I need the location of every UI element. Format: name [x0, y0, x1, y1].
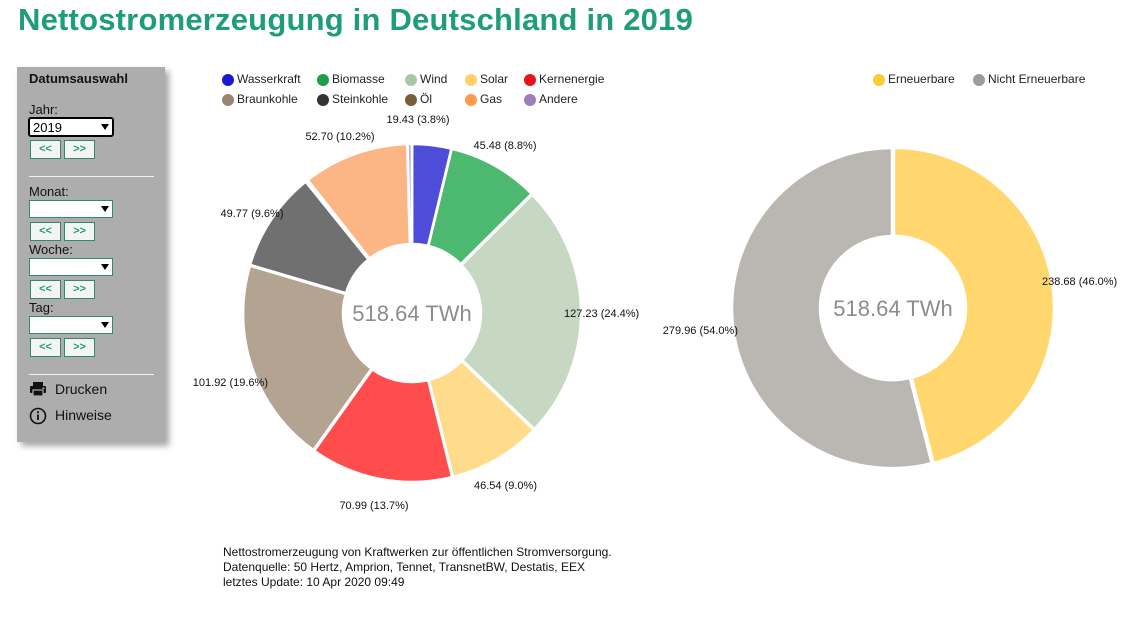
- footnote-line-description: Nettostromerzeugung von Kraftwerken zur …: [223, 545, 612, 559]
- data-label-nicht-erneuerbare: 279.96 (54.0%): [663, 325, 738, 337]
- day-select[interactable]: [29, 316, 113, 334]
- year-select-value: 2019: [33, 120, 62, 135]
- printer-icon: [30, 382, 46, 397]
- legend-swatch: [317, 94, 329, 106]
- legend-label: Nicht Erneuerbare: [988, 72, 1086, 86]
- chevron-down-icon: [101, 206, 109, 212]
- legend-swatch: [465, 74, 477, 86]
- legend-swatch: [973, 74, 985, 86]
- info-action[interactable]: Hinweise: [29, 407, 112, 425]
- week-prev-button[interactable]: <<: [30, 280, 61, 299]
- month-select[interactable]: [29, 200, 113, 218]
- data-label-kernenergie: 70.99 (13.7%): [339, 500, 408, 512]
- week-next-button[interactable]: >>: [64, 280, 95, 299]
- legend-swatch: [222, 94, 234, 106]
- legend-label: Gas: [480, 92, 503, 106]
- month-label: Monat:: [29, 184, 69, 199]
- slice-andere[interactable]: [406, 142, 414, 246]
- month-prev-button[interactable]: <<: [30, 222, 61, 241]
- slice-braunkohle[interactable]: [241, 264, 373, 452]
- legend-label: Wasserkraft: [237, 72, 301, 86]
- legend-label: Erneuerbare: [888, 72, 955, 86]
- chart-legend-energy-sources: Wasserkraft Biomasse Wind Solar Kernenergie B…: [222, 72, 642, 112]
- month-next-button[interactable]: >>: [64, 222, 95, 241]
- footnote-line-update: letztes Update: 10 Apr 2020 09:49: [223, 575, 405, 589]
- info-label: Hinweise: [55, 407, 112, 423]
- week-label: Woche:: [29, 242, 73, 257]
- year-next-button[interactable]: >>: [64, 140, 95, 159]
- legend-label: Wind: [420, 72, 448, 86]
- legend-swatch: [405, 74, 417, 86]
- legend-swatch: [317, 74, 329, 86]
- year-label: Jahr:: [29, 102, 58, 117]
- center-total-label: 518.64 TWh: [352, 301, 471, 326]
- data-label-erneuerbare: 238.68 (46.0%): [1042, 276, 1117, 288]
- year-select[interactable]: 2019: [28, 117, 114, 137]
- legend-swatch: [405, 94, 417, 106]
- legend-swatch: [524, 74, 536, 86]
- day-next-button[interactable]: >>: [64, 338, 95, 357]
- footnote-line-source: Datenquelle: 50 Hertz, Amprion, Tennet, …: [223, 560, 585, 574]
- slice-erneuerbare[interactable]: [892, 146, 1056, 465]
- center-total-label: 518.64 TWh: [833, 296, 952, 321]
- print-action[interactable]: Drucken: [29, 381, 107, 399]
- legend-label: Braunkohle: [237, 92, 298, 106]
- legend-swatch: [222, 74, 234, 86]
- legend-label: Steinkohle: [332, 92, 389, 106]
- legend-label: Öl: [420, 92, 432, 106]
- data-label-solar: 46.54 (9.0%): [474, 480, 537, 492]
- slice-kernenergie[interactable]: [312, 368, 454, 484]
- legend-label: Biomasse: [332, 72, 385, 86]
- year-prev-button[interactable]: <<: [30, 140, 61, 159]
- data-label-gas: 52.70 (10.2%): [305, 131, 374, 143]
- slice-nicht-erneuerbare[interactable]: [730, 146, 933, 470]
- donut-chart-2: 238.68 (46.0%) 279.96 (54.0%) 518.64 TWh: [663, 146, 1117, 470]
- data-label-wasserkraft: 19.43 (3.8%): [387, 114, 450, 126]
- divider: [29, 374, 154, 375]
- legend-swatch: [873, 74, 885, 86]
- data-label-wind: 127.23 (24.4%): [564, 308, 639, 320]
- legend-swatch: [465, 94, 477, 106]
- page-title: Nettostromerzeugung in Deutschland in 20…: [18, 2, 694, 37]
- week-select[interactable]: [29, 258, 113, 276]
- chart-footnote: Nettostromerzeugung von Kraftwerken zur …: [223, 545, 612, 590]
- panel-heading: Datumsauswahl: [29, 71, 128, 86]
- donut-chart-1: 19.43 (3.8%) 45.48 (8.8%) 127.23 (24.4%) 46…: [193, 114, 639, 512]
- day-label: Tag:: [29, 300, 54, 315]
- info-icon: [29, 407, 47, 425]
- legend-label: Kernenergie: [539, 72, 605, 86]
- chart-legend-renewable: Erneuerbare Nicht Erneuerbare: [873, 72, 1113, 92]
- legend-label: Solar: [480, 72, 509, 86]
- slice-wind[interactable]: [459, 193, 583, 431]
- chevron-down-icon: [101, 322, 109, 328]
- chevron-down-icon: [101, 124, 109, 130]
- date-selection-panel: Datumsauswahl Jahr: 2019 << >> Monat: <<…: [17, 67, 165, 442]
- legend-swatch: [524, 94, 536, 106]
- data-label-braunkohle: 101.92 (19.6%): [193, 377, 268, 389]
- day-prev-button[interactable]: <<: [30, 338, 61, 357]
- data-label-steinkohle: 49.77 (9.6%): [221, 208, 284, 220]
- divider: [29, 176, 154, 177]
- print-label: Drucken: [55, 381, 108, 397]
- legend-label: Andere: [539, 92, 578, 106]
- chevron-down-icon: [101, 264, 109, 270]
- data-label-biomasse: 45.48 (8.8%): [474, 140, 537, 152]
